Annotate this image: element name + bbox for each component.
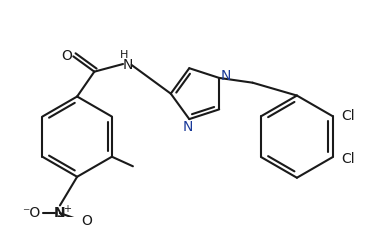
Text: +: + — [63, 204, 70, 214]
Text: O: O — [81, 214, 92, 227]
Text: N: N — [182, 120, 192, 134]
Text: Cl: Cl — [341, 109, 355, 123]
Text: ⁻O: ⁻O — [22, 206, 40, 220]
Text: H: H — [120, 50, 128, 60]
Text: Cl: Cl — [341, 152, 355, 166]
Text: N: N — [54, 206, 66, 220]
Text: O: O — [61, 49, 72, 63]
Text: N: N — [220, 69, 231, 83]
Text: N: N — [123, 58, 133, 72]
